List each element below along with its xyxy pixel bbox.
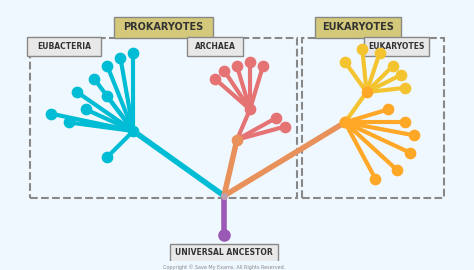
Text: ARCHAEA: ARCHAEA [195,42,236,51]
Point [233,137,241,142]
Text: UNIVERSAL ANCESTOR: UNIVERSAL ANCESTOR [175,248,273,257]
Point [393,168,401,172]
FancyBboxPatch shape [114,17,213,38]
Text: EUKARYOTES: EUKARYOTES [322,22,394,32]
Point [104,94,111,99]
Point [376,51,383,55]
Point [65,120,73,124]
Point [401,120,409,124]
Point [406,150,414,155]
Point [397,73,405,77]
Point [363,90,370,94]
Point [82,107,90,112]
Text: EUKARYOTES: EUKARYOTES [369,42,425,51]
Point [117,55,124,60]
FancyBboxPatch shape [187,37,244,56]
Point [220,68,228,73]
Point [104,64,111,68]
Point [129,51,137,55]
Point [272,116,280,120]
Point [401,86,409,90]
Point [104,155,111,159]
Point [91,77,98,81]
Point [341,60,349,64]
Text: EUBACTERIA: EUBACTERIA [37,42,91,51]
Point [358,47,366,51]
Point [410,133,418,137]
Point [384,107,392,112]
Point [246,60,254,64]
FancyBboxPatch shape [27,37,101,56]
Point [341,120,349,124]
FancyBboxPatch shape [170,244,278,262]
FancyBboxPatch shape [365,37,429,56]
Text: Copyright © Save My Exams. All Rights Reserved.: Copyright © Save My Exams. All Rights Re… [163,264,285,270]
Point [389,64,396,68]
Point [220,232,228,237]
Point [47,112,55,116]
Point [281,124,288,129]
FancyBboxPatch shape [315,17,401,38]
Point [246,107,254,112]
Point [259,64,267,68]
Point [73,90,81,94]
Point [129,129,137,133]
Point [372,176,379,181]
Text: PROKARYOTES: PROKARYOTES [123,22,204,32]
Point [233,64,241,68]
Point [211,77,219,81]
